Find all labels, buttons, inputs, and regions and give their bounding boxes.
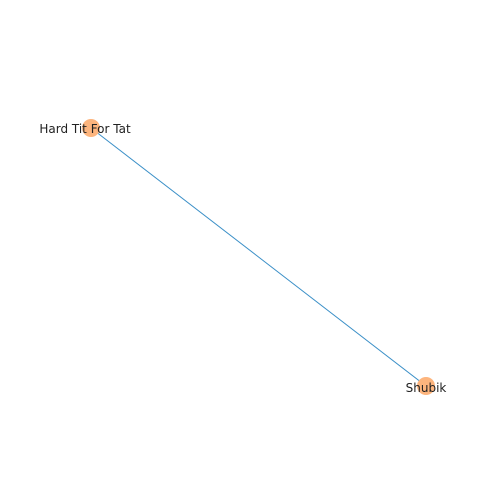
node-label-shubik: Shubik bbox=[406, 381, 447, 395]
node-shubik[interactable] bbox=[417, 377, 435, 395]
node-hard-tit-for-tat[interactable] bbox=[82, 119, 100, 137]
node-label-hard-tit-for-tat: Hard Tit For Tat bbox=[39, 122, 131, 136]
edge-hard-tit-for-tat-shubik bbox=[90, 127, 427, 387]
